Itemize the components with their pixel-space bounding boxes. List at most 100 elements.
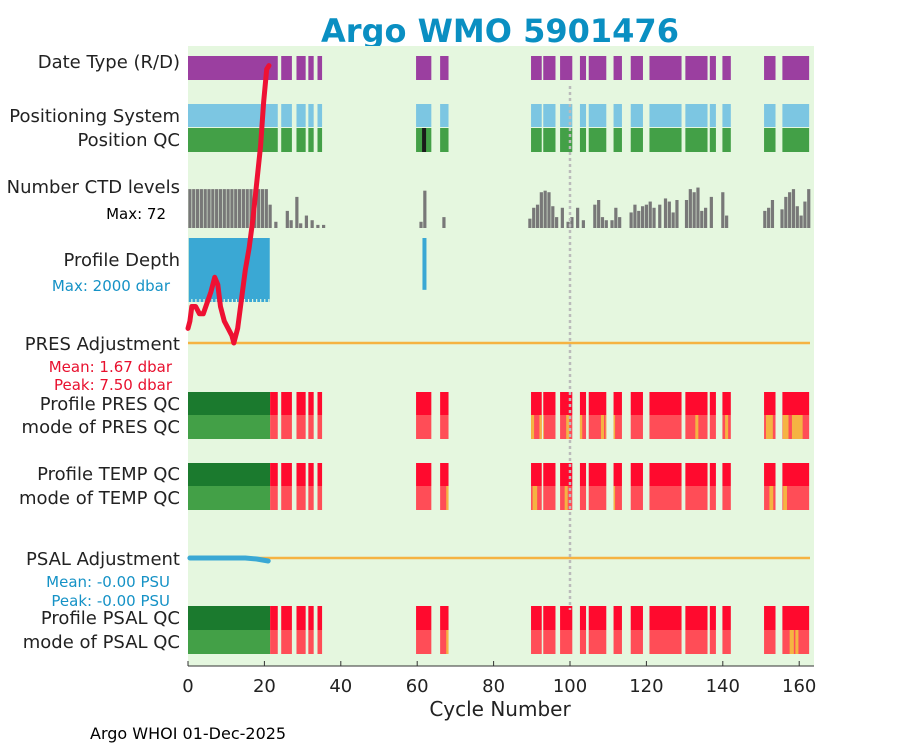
profile-depth-notch [211, 299, 213, 302]
psal_mode-qc-bar [440, 630, 449, 654]
psal_profile-qc-bar [722, 606, 731, 630]
date-type-bar [685, 56, 708, 80]
psal_profile-qc-bar [296, 606, 306, 630]
date-type-bar [543, 56, 556, 80]
ctd-level-bar [245, 189, 249, 228]
ctd-level-bar [767, 207, 771, 228]
psal_mode-qc-bar [709, 630, 716, 654]
positioning-bar [588, 104, 607, 127]
label-mode-pres-qc: mode of PRES QC [21, 417, 180, 438]
temp_profile-qc-bar [281, 463, 292, 486]
pres_profile-qc-bar [270, 392, 278, 415]
temp_mode-qc-bar [281, 486, 292, 510]
ctd-level-bar [249, 189, 253, 228]
label-pres-mean: Mean: 1.67 dbar [48, 358, 172, 376]
psal_mode-qc-bar [579, 630, 587, 654]
ctd-level-bar [423, 190, 427, 228]
x-tick-label: 140 [706, 676, 740, 697]
pres-qc-good-bar [188, 392, 271, 415]
psal_profile-qc-bar [531, 606, 542, 630]
label-ctd-levels: Number CTD levels [6, 177, 180, 198]
positioning-bar [281, 104, 292, 127]
psal_mode-qc-bar [416, 630, 432, 654]
psal_mode-qc-bar [789, 630, 794, 654]
date-type-bar [308, 56, 314, 80]
ctd-level-bar [551, 206, 555, 228]
label-psal-mean: Mean: -0.00 PSU [46, 573, 170, 591]
position-qc-bar [281, 128, 292, 152]
psal_mode-qc-bar [308, 630, 314, 654]
temp_profile-qc-bar [440, 463, 449, 486]
ctd-level-bar [310, 220, 314, 228]
ctd-level-bar [215, 189, 219, 228]
psal_profile-qc-bar [560, 606, 573, 630]
label-pres-peak: Peak: 7.50 dbar [53, 376, 172, 394]
psal_mode-qc-bar [613, 630, 622, 654]
profile-depth-notch [247, 299, 250, 302]
ctd-level-bar [696, 187, 700, 228]
profile-depth-notch [203, 299, 205, 302]
temp_mode-qc-bar [709, 486, 716, 510]
psal_profile-qc-bar [630, 606, 643, 630]
pres_profile-qc-bar [281, 392, 292, 415]
psal_mode-qc-bar [795, 630, 799, 654]
psal_mode-qc-bar [446, 630, 449, 654]
ctd-level-bar [629, 212, 633, 228]
temp_profile-qc-bar [543, 463, 556, 486]
ctd-level-bar [218, 189, 223, 228]
temp_mode-qc-bar [296, 486, 306, 510]
positioning-bar [722, 104, 731, 127]
psal_mode-qc-bar [722, 630, 731, 654]
ctd-level-bar [570, 217, 574, 228]
psal_profile-qc-bar [543, 606, 556, 630]
ctd-level-bar [688, 189, 692, 228]
pres_mode-qc-bar [579, 415, 583, 439]
ctd-level-bar [725, 215, 729, 228]
date-type-bar [588, 56, 607, 80]
ctd-level-bar [316, 224, 320, 228]
positioning-bar [782, 104, 810, 127]
psal_mode-qc-bar [317, 630, 323, 654]
temp_profile-qc-bar [296, 463, 306, 486]
temp_mode-qc-bar [579, 486, 587, 510]
ctd-level-bar [304, 215, 309, 228]
positioning-bar [764, 104, 776, 127]
profile-depth-notch [223, 299, 225, 302]
pres_mode-qc-bar [613, 415, 616, 439]
positioning-bar [188, 104, 271, 127]
psalm-qc-good-bar [188, 630, 271, 654]
x-axis-label: Cycle Number [429, 697, 571, 721]
psal_profile-qc-bar [281, 606, 292, 630]
psal_mode-qc-bar [764, 630, 776, 654]
ctd-level-bar [195, 189, 200, 228]
ctd-level-bar [640, 206, 645, 228]
date-type-bar [709, 56, 716, 80]
temp_profile-qc-bar [588, 463, 607, 486]
x-tick-label: 40 [329, 676, 352, 697]
positioning-bar [266, 104, 278, 127]
label-psal-peak: Peak: -0.00 PSU [51, 592, 170, 610]
pres_profile-qc-bar [685, 392, 708, 415]
profile-depth-bar [188, 238, 270, 302]
ctd-level-bar [289, 220, 293, 228]
ctd-level-bar [199, 189, 203, 228]
pres_mode-qc-bar [600, 415, 604, 439]
psal_profile-qc-bar [270, 606, 278, 630]
ctd-level-bar [709, 196, 713, 228]
ctd-level-bar [799, 215, 803, 228]
pres_mode-qc-bar [782, 415, 789, 439]
ctd-level-bar [648, 201, 652, 228]
temp_profile-qc-bar [649, 463, 682, 486]
pres_mode-qc-bar [579, 415, 587, 439]
temp_profile-qc-bar [317, 463, 323, 486]
temp_mode-qc-bar [416, 486, 432, 510]
ctd-level-bar [576, 207, 580, 228]
psal_profile-qc-bar [579, 606, 587, 630]
ctd-level-bar [788, 192, 792, 228]
temp_profile-qc-bar [416, 463, 432, 486]
pres_mode-qc-bar [270, 415, 278, 439]
pres_mode-qc-bar [281, 415, 292, 439]
position-qc-bar [588, 128, 607, 152]
pres_mode-qc-bar [416, 415, 432, 439]
date-type-bar [579, 56, 587, 80]
